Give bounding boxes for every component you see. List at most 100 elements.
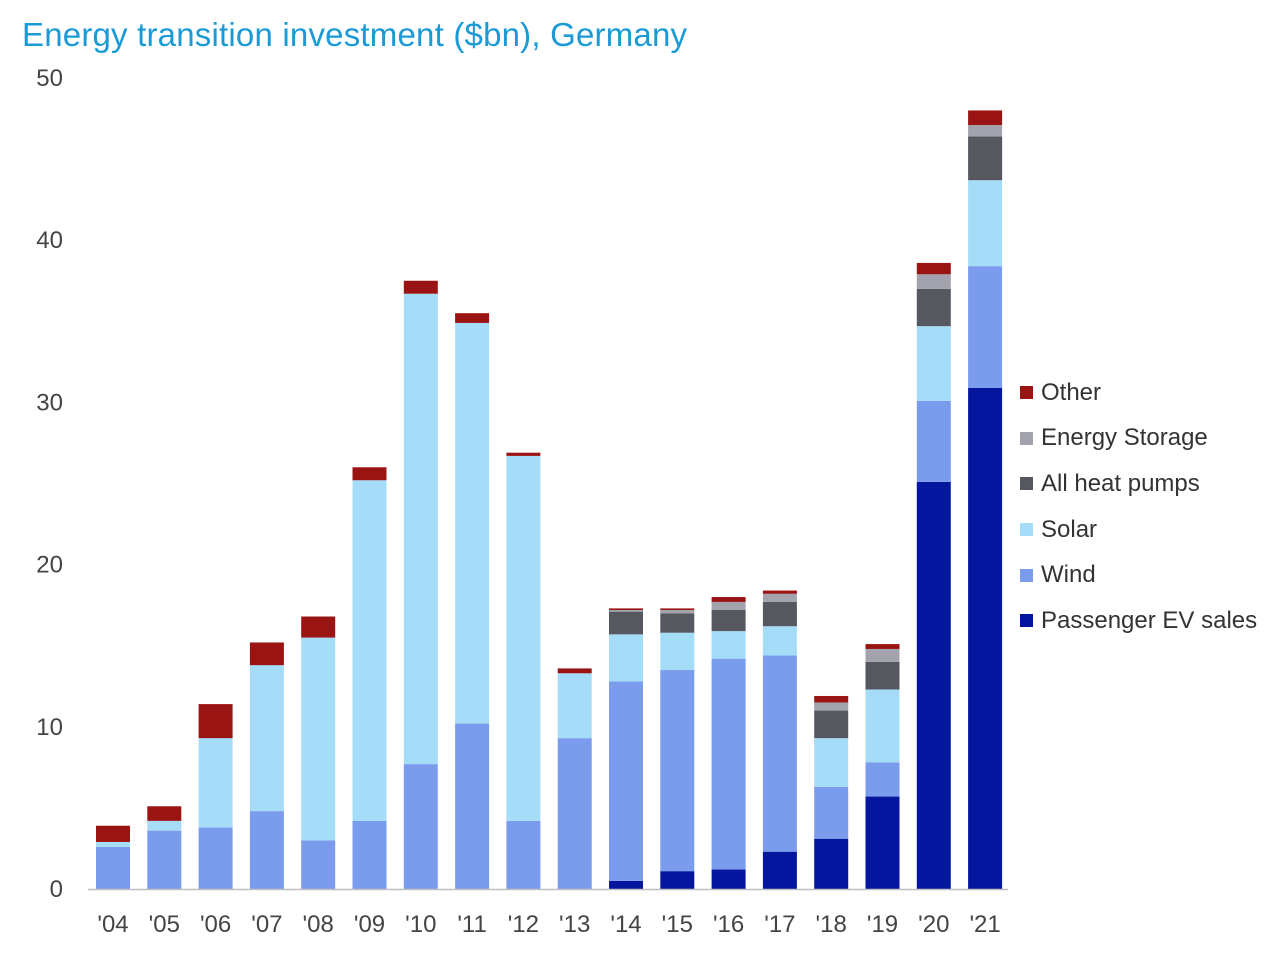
legend-item: Solar <box>1020 507 1257 553</box>
bar-segment <box>403 764 438 889</box>
bar-segment <box>455 723 490 889</box>
bar-segment <box>762 601 797 627</box>
bar-segment <box>711 601 746 611</box>
x-tick-label: '20 <box>918 911 949 938</box>
x-tick-label: '21 <box>969 911 1000 938</box>
bar-segment <box>711 610 746 632</box>
x-tick-label: '05 <box>149 911 180 938</box>
bar-segment <box>762 593 797 602</box>
bar-segment <box>814 695 849 703</box>
bar-segment <box>762 851 797 889</box>
legend-label: Passenger EV sales <box>1041 606 1258 634</box>
y-tick-label: 20 <box>36 552 63 579</box>
legend-swatch <box>1020 386 1033 400</box>
bar-segment <box>814 838 849 889</box>
bar-chart: 0 10 20 30 40 50 '04 '05 '06 '07 '08 '09 '10 '11 '12 '1… <box>36 65 1008 938</box>
bar-segment <box>455 322 490 724</box>
legend-item: Passenger EV sales <box>1020 598 1257 644</box>
bar-segment <box>968 110 1003 126</box>
x-tick-label: '09 <box>354 911 385 938</box>
x-tick-label: '13 <box>559 911 590 938</box>
bar-segment <box>660 608 695 611</box>
bar-segment <box>198 738 233 828</box>
bar-segment <box>865 689 900 763</box>
chart-legend: Other Energy Storage All heat pumps Solar Wi… <box>1020 370 1257 644</box>
bar-segment <box>660 871 695 889</box>
legend-label: All heat pumps <box>1041 469 1200 497</box>
bar-segment <box>865 762 900 797</box>
x-tick-label: '04 <box>97 911 128 938</box>
legend-item: Wind <box>1020 552 1257 598</box>
bar-segment <box>660 632 695 671</box>
bar-segment <box>609 608 643 611</box>
legend-item: Other <box>1020 370 1257 416</box>
x-tick-label: '08 <box>303 911 334 938</box>
bar-segment <box>249 811 284 889</box>
x-tick-label: '07 <box>251 911 282 938</box>
bar-segment <box>916 288 951 327</box>
bar-segment <box>814 786 849 839</box>
bar-segment <box>916 481 951 889</box>
bar-segment <box>609 634 643 682</box>
bar-segment <box>814 710 849 739</box>
legend-label: Energy Storage <box>1041 424 1208 452</box>
bar-segment <box>762 655 797 852</box>
x-tick-label: '17 <box>764 911 795 938</box>
bar-segment <box>249 642 284 666</box>
x-tick-label: '12 <box>508 911 539 938</box>
bar-segment <box>557 673 592 739</box>
bar-segment <box>609 681 643 881</box>
bar-segment <box>352 467 387 481</box>
bar-segment <box>506 820 541 889</box>
bar-segment <box>403 293 438 765</box>
bar-segment <box>96 846 130 889</box>
bar-segment <box>249 665 284 812</box>
x-tick-label: '06 <box>200 911 231 938</box>
bar-segment <box>865 644 900 649</box>
bar-segment <box>96 841 130 847</box>
legend-item: All heat pumps <box>1020 461 1257 507</box>
x-tick-label: '10 <box>405 911 436 938</box>
x-tick-label: '18 <box>816 911 847 938</box>
x-tick-label: '19 <box>867 911 898 938</box>
legend-label: Solar <box>1041 515 1098 543</box>
x-tick-label: '11 <box>457 911 487 938</box>
bar-segment <box>557 738 592 889</box>
bar-segment <box>968 387 1003 889</box>
bar-segment <box>198 704 233 739</box>
bar-segment <box>711 597 746 602</box>
bar-segment <box>96 825 130 842</box>
x-tick-label: '15 <box>662 911 693 938</box>
bar-segment <box>455 313 490 323</box>
legend-item: Energy Storage <box>1020 416 1257 462</box>
legend-swatch <box>1020 431 1033 445</box>
bar-segment <box>916 326 951 401</box>
bar-segment <box>762 590 797 594</box>
bar-segment <box>609 880 643 889</box>
bar-segment <box>660 610 695 614</box>
bar-segment <box>916 400 951 482</box>
bar-segment <box>609 610 643 612</box>
legend-swatch <box>1020 523 1033 537</box>
bar-segment <box>506 455 541 821</box>
y-tick-label: 0 <box>50 876 63 903</box>
bar-segment <box>968 136 1003 181</box>
bar-segment <box>352 820 387 889</box>
legend-swatch <box>1020 477 1033 491</box>
bar-segment <box>814 702 849 711</box>
bar-segment <box>506 452 541 456</box>
legend-label: Wind <box>1041 561 1096 589</box>
bar-segment <box>352 480 387 821</box>
bar-segment <box>968 180 1003 267</box>
legend-swatch <box>1020 568 1033 582</box>
bar-segment <box>609 611 643 635</box>
bar-segment <box>865 796 900 889</box>
chart-title: Energy transition investment ($bn), Germ… <box>22 16 688 53</box>
y-tick-label: 30 <box>36 389 63 416</box>
bar-segment <box>301 840 336 889</box>
bar-segment <box>814 738 849 787</box>
bar-segment <box>711 658 746 870</box>
bar-segment <box>916 262 951 275</box>
bar-segment <box>711 869 746 889</box>
y-tick-label: 50 <box>36 65 63 92</box>
